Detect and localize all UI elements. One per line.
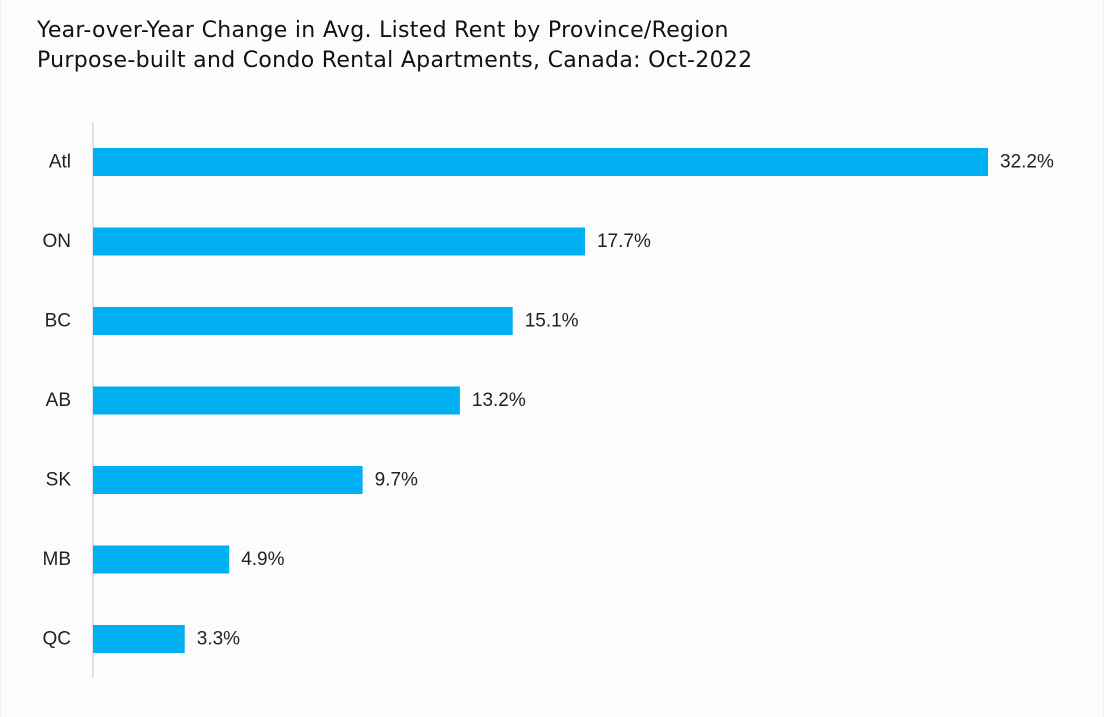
category-label-on: ON [43,231,72,252]
bar-on [93,227,585,256]
category-label-group: Atl ON BC AB SK MB QC [43,152,72,650]
chart-subtitle: Purpose-built and Condo Rental Apartment… [37,48,753,73]
value-label-mb: 4.9% [241,549,284,570]
bar-ab [93,386,460,415]
bar-atl [93,148,988,176]
bar-sk [93,466,363,494]
chart-title: Year-over-Year Change in Avg. Listed Ren… [37,18,729,43]
value-label-atl: 32.2% [1000,152,1054,173]
category-label-mb: MB [43,549,72,570]
bar-qc [93,625,185,653]
value-label-sk: 9.7% [375,470,418,491]
category-label-sk: SK [46,470,72,491]
category-label-bc: BC [45,311,71,332]
bar-mb [93,545,230,574]
bar-group [93,148,988,653]
value-label-group: 32.2% 17.7% 15.1% 13.2% 9.7% 4.9% 3.3% [197,152,1054,650]
value-label-on: 17.7% [597,231,651,252]
value-label-bc: 15.1% [525,311,579,332]
category-label-qc: QC [43,629,72,650]
chart-title-block: Year-over-Year Change in Avg. Listed Ren… [37,16,752,76]
category-label-ab: AB [46,390,71,411]
value-label-ab: 13.2% [472,390,526,411]
category-label-atl: Atl [49,152,71,173]
value-label-qc: 3.3% [197,629,240,650]
bar-bc [93,307,513,335]
